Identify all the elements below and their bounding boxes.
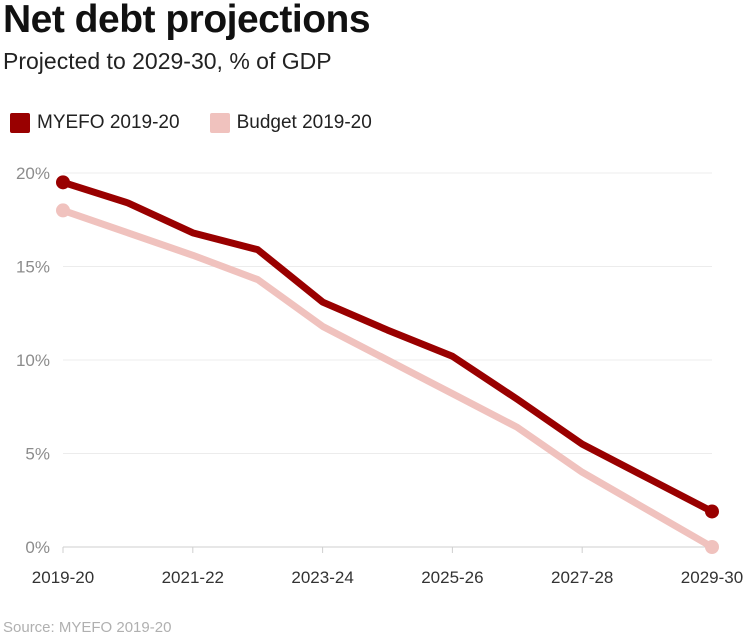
series-line: [59, 178, 716, 515]
y-tick-label: 5%: [25, 445, 50, 464]
y-tick-label: 0%: [25, 538, 50, 557]
legend-item-myefo: MYEFO 2019-20: [10, 112, 180, 134]
legend-label-budget: Budget 2019-20: [236, 112, 372, 133]
x-tick-label: 2027-28: [551, 568, 613, 587]
series-point: [56, 203, 70, 218]
x-axis: 2019-20 2021-22 2023-24 2025-26 2027-28 2029-…: [32, 546, 743, 587]
legend-item-budget: Budget 2019-20: [209, 112, 372, 134]
legend: MYEFO 2019-20 Budget 2019-20: [10, 112, 372, 134]
series-lines: [56, 175, 719, 554]
legend-swatch-myefo: [10, 113, 30, 133]
series-point: [705, 504, 719, 519]
x-tick-label: 2029-30: [681, 568, 743, 587]
x-tick-label: 2021-22: [162, 568, 224, 587]
legend-label-myefo: MYEFO 2019-20: [37, 112, 180, 133]
y-tick-label: 15%: [16, 258, 50, 277]
chart-title: Net debt projections: [3, 0, 371, 41]
x-tick-label: 2025-26: [421, 568, 483, 587]
series-point: [705, 540, 719, 554]
y-tick-label: 10%: [16, 351, 50, 370]
series-line: [59, 206, 716, 551]
source-note: Source: MYEFO 2019-20: [3, 619, 172, 636]
x-tick-label: 2019-20: [32, 568, 94, 587]
y-tick-label: 20%: [16, 164, 50, 183]
y-axis-labels: 0% 5% 10% 15% 20%: [16, 164, 50, 557]
legend-swatch-budget: [209, 113, 230, 133]
chart-subtitle: Projected to 2029-30, % of GDP: [3, 48, 332, 74]
series-point: [56, 175, 70, 190]
x-tick-label: 2023-24: [291, 568, 353, 587]
